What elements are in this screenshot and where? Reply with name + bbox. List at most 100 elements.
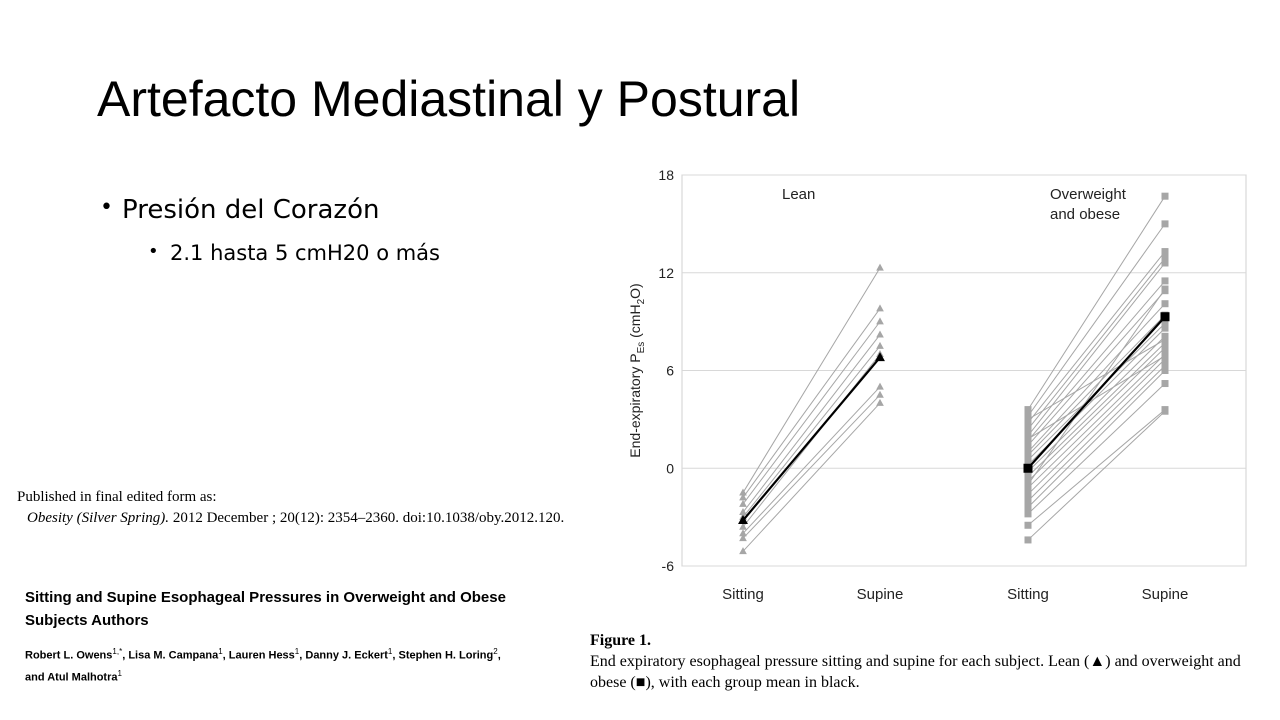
y-tick-label: -6 — [662, 558, 675, 574]
subject-point — [1161, 285, 1169, 293]
author-name: Lauren Hess — [228, 649, 295, 662]
subject-point — [739, 488, 747, 496]
figure-caption: Figure 1. End expiratory esophageal pres… — [590, 630, 1250, 693]
subject-point — [876, 304, 884, 312]
subject-line — [1027, 365, 1166, 502]
subject-point — [1161, 192, 1169, 200]
author-affiliation: 1 — [387, 647, 393, 656]
y-axis-label-part: 2 — [636, 298, 647, 304]
subject-point — [739, 529, 747, 537]
y-axis-label: End-expiratory PEs (cmH2O) — [627, 283, 647, 457]
subject-point — [876, 341, 884, 349]
subject-line — [1027, 251, 1166, 423]
subject-point — [1161, 344, 1169, 352]
series-group: Sitting Supine — [1007, 192, 1189, 603]
mean-point — [1023, 463, 1033, 473]
subject-line — [1027, 358, 1166, 495]
subject-line — [1027, 290, 1166, 446]
subject-point — [1024, 456, 1032, 464]
paper-title: Sitting and Supine Esophageal Pressures … — [25, 589, 506, 629]
x-tick-label: Sitting — [722, 586, 764, 603]
subject-line — [1027, 410, 1166, 541]
subject-line — [1027, 383, 1166, 515]
subject-line — [742, 386, 881, 534]
caption-text-b: ) and overweight and obese ( — [590, 653, 1241, 691]
caption-text-a: End expiratory esophageal pressure sitti… — [590, 653, 1090, 670]
slide-title: Artefacto Mediastinal y Postural — [97, 71, 801, 127]
subject-point — [876, 317, 884, 325]
author-name: Danny J. Eckert — [305, 649, 388, 662]
author-affiliation: 1 — [117, 668, 122, 678]
x-tick-label: Supine — [1142, 586, 1189, 603]
y-axis-label-part: (cmH — [627, 304, 643, 341]
subject-point — [739, 522, 747, 530]
author-name: Atul Malhotra — [47, 671, 118, 684]
subject-line — [742, 308, 881, 498]
subject-point — [876, 330, 884, 338]
subject-line — [1027, 195, 1166, 410]
y-tick-label: 6 — [666, 363, 674, 379]
subject-point — [1024, 490, 1032, 498]
subject-line — [742, 321, 881, 505]
x-tick-label: Supine — [857, 586, 904, 603]
mean-point — [875, 352, 885, 362]
bullet-list: Presión del Corazón 2.1 hasta 5 cmH20 o … — [100, 195, 440, 265]
y-tick-label: 12 — [658, 265, 674, 281]
subject-point — [1024, 441, 1032, 449]
subject-point — [739, 547, 747, 555]
subject-point — [1161, 380, 1169, 388]
group-label-line: Overweight — [1050, 186, 1127, 203]
subject-line — [1027, 257, 1166, 430]
publication-line: Published in final edited form as: — [17, 489, 217, 505]
subject-line — [742, 345, 881, 518]
subject-point — [1161, 367, 1169, 374]
subject-point — [1161, 336, 1169, 344]
x-tick-label: Sitting — [1007, 586, 1049, 603]
subject-point — [1161, 300, 1169, 308]
subject-line — [742, 402, 881, 552]
series-group: Sitting Supine — [722, 263, 904, 603]
subject-point — [1161, 254, 1169, 262]
subject-line — [1027, 339, 1166, 420]
subject-point — [1161, 248, 1169, 256]
square-icon: ■ — [635, 674, 646, 691]
triangle-icon: ▲ — [1089, 653, 1106, 670]
subject-point — [1161, 259, 1169, 267]
subject-point — [1161, 352, 1169, 360]
author-separator: , — [122, 649, 129, 662]
bullet-pressure-range: 2.1 hasta 5 cmH20 o más — [148, 241, 440, 265]
subject-line — [1027, 409, 1166, 526]
author-separator: , — [222, 649, 229, 662]
subject-line — [1027, 314, 1166, 456]
subject-point — [739, 499, 747, 507]
subject-point — [1024, 406, 1032, 414]
subject-point — [876, 390, 884, 398]
subject-point — [1161, 324, 1169, 332]
subject-line — [1027, 370, 1166, 508]
publication-note: Published in final edited form as: Obesi… — [17, 487, 564, 529]
bullet-heart-pressure: Presión del Corazón — [100, 195, 440, 225]
y-tick-label: 0 — [666, 460, 674, 476]
subject-line — [1027, 280, 1166, 441]
author-separator: , — [299, 649, 306, 662]
author-affiliation: 1 — [294, 647, 300, 656]
subject-point — [1024, 536, 1032, 544]
author-separator: , — [392, 649, 399, 662]
group-label-overweight: Overweight and obese — [1050, 186, 1127, 223]
subject-line — [1027, 353, 1166, 489]
subject-point — [1024, 521, 1032, 529]
subject-line — [1027, 342, 1166, 477]
publication-citation: Obesity (Silver Spring). 2012 December ;… — [17, 508, 564, 529]
subject-point — [1024, 497, 1032, 505]
mean-line — [1027, 315, 1166, 469]
pressure-chart: -6 0 6 12 18 End-expiratory PEs (cmH2O) Sittin… — [627, 167, 1247, 603]
y-axis-label-part: End-expiratory P — [627, 353, 643, 457]
subject-point — [1024, 451, 1032, 459]
subject-line — [742, 267, 881, 493]
subject-point — [1024, 503, 1032, 511]
subject-point — [1024, 481, 1032, 489]
citation-details: 2012 December ; 20(12): 2354–2360. doi:1… — [169, 510, 565, 526]
y-axis-label-part: Es — [636, 342, 647, 354]
author-name: Lisa M. Campana — [128, 649, 219, 662]
subject-line — [1027, 335, 1166, 472]
